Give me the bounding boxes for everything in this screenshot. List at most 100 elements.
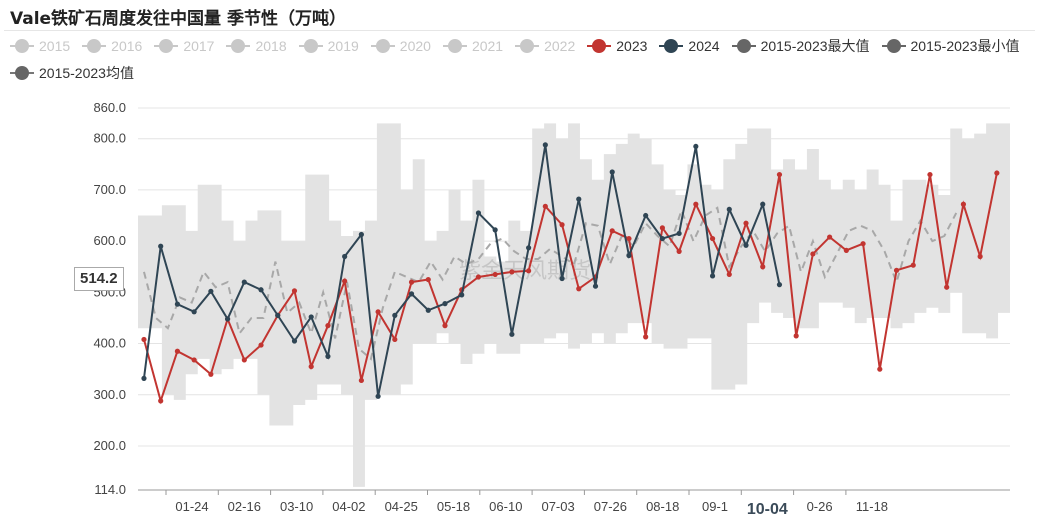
data-point-2023 bbox=[308, 363, 314, 370]
chart-legend: 2015 2016 2017 2018 2019 2020 2021 2022 2023 2024… bbox=[10, 36, 1035, 83]
x-tick-label: 06-10 bbox=[489, 499, 522, 514]
legend-item-2015-2023均值[interactable]: 2015-2023均值 bbox=[10, 63, 134, 83]
data-point-2023 bbox=[860, 241, 866, 247]
legend-label: 2024 bbox=[688, 38, 720, 54]
data-point-2024 bbox=[526, 245, 532, 251]
data-point-2024 bbox=[191, 309, 197, 315]
data-point-2023 bbox=[760, 264, 766, 270]
data-point-2024 bbox=[358, 231, 364, 238]
y-tick-label: 600.0 bbox=[93, 233, 126, 248]
legend-label: 2023 bbox=[616, 38, 648, 54]
data-point-2023 bbox=[559, 222, 565, 228]
x-tick-label: 04-25 bbox=[385, 499, 418, 514]
legend-item-2022[interactable]: 2022 bbox=[515, 36, 575, 56]
legend-item-2015[interactable]: 2015 bbox=[10, 36, 70, 56]
data-point-2023 bbox=[492, 271, 498, 278]
legend-item-2023[interactable]: 2023 bbox=[587, 36, 647, 56]
series-group bbox=[141, 142, 1000, 405]
min-max-area bbox=[138, 123, 1010, 487]
legend-label: 2015-2023最大值 bbox=[760, 38, 870, 54]
legend-label: 2015-2023最小值 bbox=[910, 38, 1020, 54]
data-point-2023 bbox=[743, 220, 749, 226]
legend-label: 2015 bbox=[39, 38, 71, 54]
x-tick-label: 09-1 bbox=[702, 499, 728, 514]
data-point-2024 bbox=[509, 331, 515, 337]
data-point-2023 bbox=[994, 170, 1000, 176]
data-point-2024 bbox=[609, 169, 615, 175]
y-tick-label: 700.0 bbox=[93, 182, 126, 197]
data-point-2023 bbox=[526, 268, 532, 274]
legend-item-2018[interactable]: 2018 bbox=[226, 36, 287, 56]
data-point-2023 bbox=[325, 323, 331, 329]
data-point-2023 bbox=[910, 262, 916, 268]
x-tick-label: 04-02 bbox=[332, 499, 365, 514]
data-point-2023 bbox=[793, 333, 799, 339]
legend-marker-icon bbox=[731, 39, 756, 53]
y-tick-label: 114.0 bbox=[94, 482, 126, 497]
data-point-2023 bbox=[693, 201, 699, 207]
data-point-2024 bbox=[392, 312, 398, 318]
data-point-2024 bbox=[626, 252, 632, 259]
data-point-2023 bbox=[659, 225, 665, 231]
y-tick-label: 300.0 bbox=[93, 387, 126, 402]
legend-item-2020[interactable]: 2020 bbox=[370, 36, 431, 56]
data-point-2023 bbox=[509, 269, 515, 275]
data-point-2024 bbox=[325, 353, 331, 359]
legend-marker-icon bbox=[659, 39, 684, 53]
legend-label: 2017 bbox=[183, 38, 215, 54]
data-point-2023 bbox=[392, 336, 398, 343]
data-point-2023 bbox=[442, 323, 448, 329]
legend-marker-icon bbox=[10, 39, 34, 53]
data-point-2023 bbox=[893, 267, 900, 273]
axis-pointer-value: 514.2 bbox=[74, 267, 124, 291]
data-point-2024 bbox=[643, 212, 649, 219]
data-point-2024 bbox=[241, 279, 247, 285]
series-line-mean bbox=[143, 206, 958, 361]
data-point-2024 bbox=[709, 273, 716, 279]
data-point-2023 bbox=[475, 274, 482, 280]
data-point-2023 bbox=[141, 336, 147, 343]
data-point-2024 bbox=[559, 275, 565, 282]
data-point-2024 bbox=[258, 287, 264, 293]
data-point-2024 bbox=[492, 227, 498, 233]
x-tick-label: 08-18 bbox=[646, 499, 679, 514]
x-tick-label: 07-26 bbox=[594, 499, 627, 514]
data-point-2024 bbox=[291, 338, 298, 344]
x-tick-label: 03-10 bbox=[280, 499, 313, 514]
data-point-2024 bbox=[174, 301, 181, 307]
title-divider bbox=[4, 30, 1035, 31]
data-point-2024 bbox=[475, 210, 482, 216]
data-point-2023 bbox=[643, 334, 649, 340]
x-axis: 01-24 02-16 03-10 04-02 04-25 05-18 06-10 07-03… bbox=[165, 490, 888, 518]
legend-item-2021[interactable]: 2021 bbox=[442, 36, 503, 56]
legend-label: 2022 bbox=[544, 38, 576, 54]
x-tick-label: 11-18 bbox=[856, 499, 888, 514]
data-point-2023 bbox=[609, 228, 615, 234]
legend-item-2019[interactable]: 2019 bbox=[298, 36, 359, 56]
data-point-2024 bbox=[576, 196, 582, 202]
legend-item-2024[interactable]: 2024 bbox=[659, 36, 720, 56]
data-point-2023 bbox=[810, 251, 816, 257]
data-point-2023 bbox=[843, 247, 849, 253]
legend-label: 2015-2023均值 bbox=[39, 65, 134, 81]
data-point-2023 bbox=[977, 253, 983, 260]
data-point-2023 bbox=[960, 201, 967, 207]
legend-item-2017[interactable]: 2017 bbox=[154, 36, 214, 56]
data-point-2023 bbox=[776, 171, 783, 178]
data-point-2024 bbox=[141, 375, 147, 381]
data-point-2023 bbox=[626, 235, 632, 242]
data-point-2023 bbox=[676, 248, 682, 254]
legend-marker-icon bbox=[515, 39, 540, 53]
legend-marker-icon bbox=[82, 39, 107, 53]
legend-item-2015-2023最大值[interactable]: 2015-2023最大值 bbox=[731, 36, 870, 56]
data-point-2024 bbox=[459, 292, 465, 298]
legend-item-2015-2023最小值[interactable]: 2015-2023最小值 bbox=[881, 36, 1020, 56]
data-point-2024 bbox=[224, 316, 231, 322]
legend-item-2016[interactable]: 2016 bbox=[82, 36, 142, 56]
data-point-2024 bbox=[308, 314, 314, 320]
data-point-2024 bbox=[542, 142, 548, 148]
y-tick-label: 200.0 bbox=[93, 438, 126, 453]
data-point-2023 bbox=[191, 357, 197, 363]
data-point-2023 bbox=[375, 309, 381, 315]
